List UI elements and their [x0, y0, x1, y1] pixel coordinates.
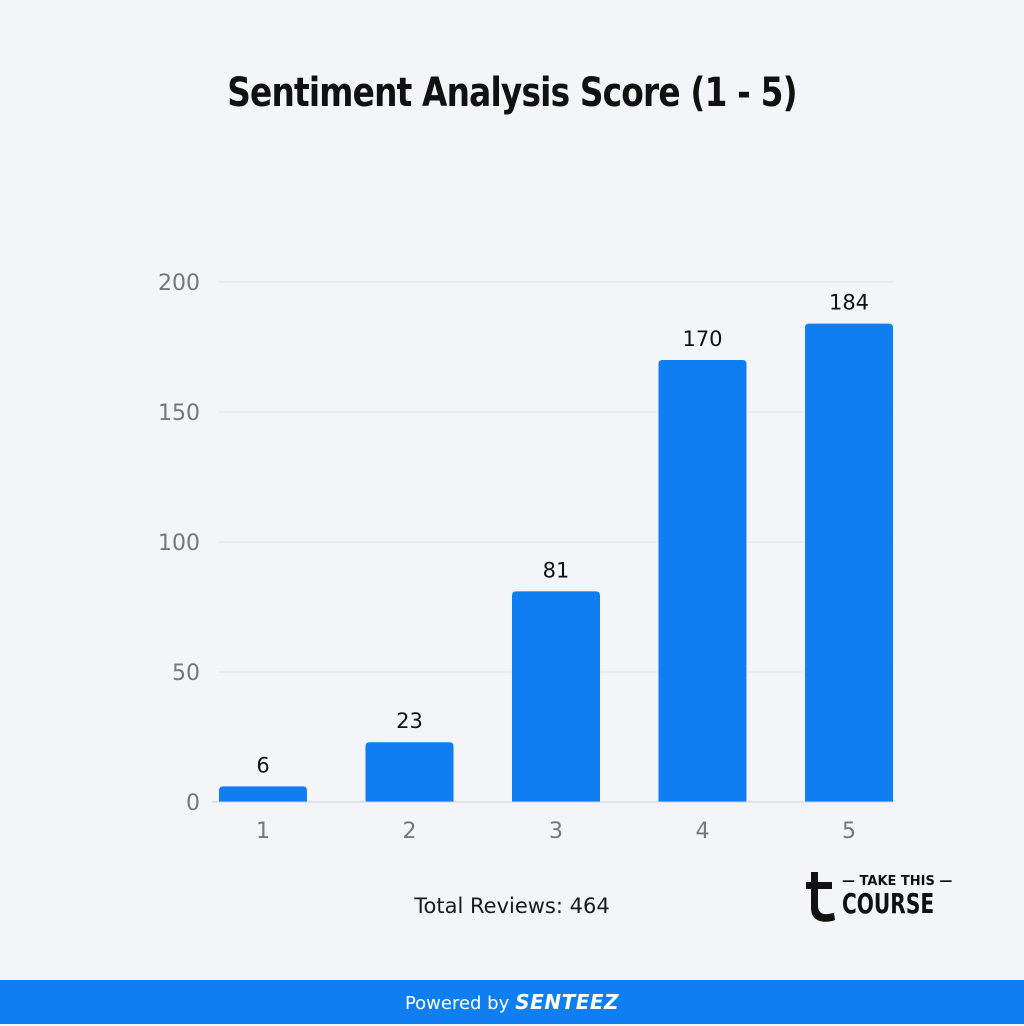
bar-4: [658, 360, 747, 802]
footer-brand: SENTEEZ: [515, 990, 620, 1014]
total-reviews: Total Reviews: 464: [414, 894, 610, 918]
bar-1: [219, 786, 307, 802]
take-this-course-logo: — TAKE THIS — COURSE: [804, 870, 953, 926]
logo-line2: COURSE: [842, 887, 935, 920]
y-tick-label: 150: [158, 401, 200, 426]
data-label-2: 23: [396, 709, 423, 733]
x-tick-label-2: 2: [403, 819, 417, 844]
x-tick-label-4: 4: [696, 819, 710, 844]
t-letter-icon: [806, 872, 835, 922]
x-tick-label-1: 1: [256, 819, 270, 844]
y-tick-label: 100: [158, 531, 200, 556]
x-axis-ticks: 1 2 3 4 5: [256, 819, 856, 844]
data-label-1: 6: [256, 753, 269, 777]
y-axis-ticks: 0 50 100 150 200: [158, 271, 200, 816]
x-tick-label-5: 5: [842, 819, 856, 844]
chart-title: Sentiment Analysis Score (1 - 5): [227, 70, 797, 116]
x-tick-label-3: 3: [549, 819, 563, 844]
bar-2: [365, 742, 454, 802]
bar-3: [512, 591, 600, 802]
logo-line1: — TAKE THIS —: [842, 874, 953, 889]
y-tick-label: 50: [172, 661, 200, 686]
bar-5: [805, 323, 893, 802]
bars: [219, 323, 893, 802]
data-label-3: 81: [543, 558, 570, 582]
footer-bar: Powered by SENTEEZ: [0, 980, 1024, 1024]
y-tick-label: 0: [186, 791, 200, 816]
gridlines: [218, 281, 894, 673]
footer-prefix: Powered by: [404, 993, 510, 1014]
data-label-5: 184: [829, 291, 869, 315]
data-label-4: 170: [682, 327, 722, 351]
y-tick-label: 200: [158, 271, 200, 296]
data-labels: 6 23 81 170 184: [256, 291, 869, 778]
